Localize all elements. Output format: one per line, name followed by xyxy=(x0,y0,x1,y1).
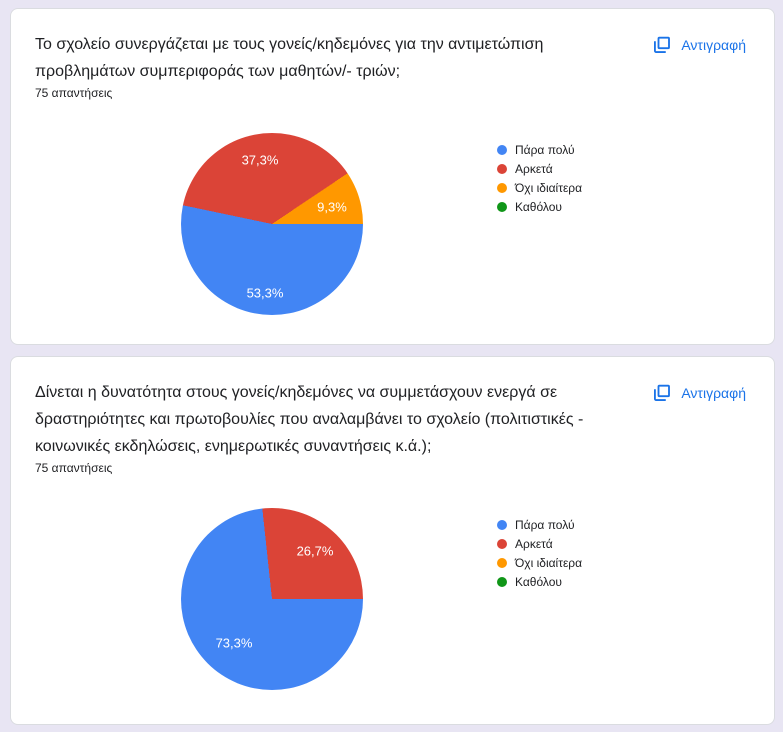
question-card: Δίνεται η δυνατότητα στους γονείς/κηδεμό… xyxy=(10,356,775,725)
slice-label-oxi-idiaitera: 9,3% xyxy=(317,199,347,215)
legend-item-arketa: Αρκετά xyxy=(497,534,582,553)
legend-swatch-green xyxy=(497,201,507,212)
chart-legend: Πάρα πολύ Αρκετά Όχι ιδιαίτερα Καθόλου xyxy=(497,140,582,216)
copy-icon xyxy=(652,383,672,403)
legend-item-oxi-idiaitera: Όχι ιδιαίτερα xyxy=(497,178,582,197)
legend-label: Καθόλου xyxy=(515,199,562,214)
copy-button-label: Αντιγραφή xyxy=(681,385,746,401)
pie-graphic[interactable]: 73,3% 26,7% xyxy=(181,508,363,690)
slice-label-para-poly: 53,3% xyxy=(246,285,284,301)
legend-item-para-poly: Πάρα πολύ xyxy=(497,140,582,159)
copy-button-label: Αντιγραφή xyxy=(681,37,746,53)
legend-label: Όχι ιδιαίτερα xyxy=(515,180,583,195)
legend-item-katholou: Καθόλου xyxy=(497,572,582,591)
legend-swatch-orange xyxy=(497,182,507,193)
legend-swatch-blue xyxy=(497,519,507,530)
legend-swatch-orange xyxy=(497,557,507,568)
legend-swatch-red xyxy=(497,163,507,174)
card-header: Δίνεται η δυνατότητα στους γονείς/κηδεμό… xyxy=(35,379,750,460)
legend-item-oxi-idiaitera: Όχι ιδιαίτερα xyxy=(497,553,582,572)
legend-swatch-blue xyxy=(497,144,507,155)
slice-label-para-poly: 73,3% xyxy=(215,635,253,651)
question-title: Το σχολείο συνεργάζεται με τους γονείς/κ… xyxy=(35,36,544,80)
question-title: Δίνεται η δυνατότητα στους γονείς/κηδεμό… xyxy=(35,384,584,455)
legend-item-para-poly: Πάρα πολύ xyxy=(497,515,582,534)
legend-label: Αρκετά xyxy=(515,536,553,551)
legend-label: Όχι ιδιαίτερα xyxy=(515,555,583,570)
slice-label-arketa: 26,7% xyxy=(296,543,334,559)
pie-chart: 73,3% 26,7% Πάρα πολύ Αρκετά Όχι ιδιαίτε… xyxy=(35,508,750,720)
chart-legend: Πάρα πολύ Αρκετά Όχι ιδιαίτερα Καθόλου xyxy=(497,515,582,591)
legend-item-arketa: Αρκετά xyxy=(497,159,582,178)
pie-chart: 53,3% 37,3% 9,3% Πάρα πολύ Αρκετά Όχι ιδ… xyxy=(35,133,750,344)
pie-graphic[interactable]: 53,3% 37,3% 9,3% xyxy=(181,133,363,315)
copy-icon xyxy=(652,35,672,55)
legend-label: Καθόλου xyxy=(515,574,562,589)
legend-item-katholou: Καθόλου xyxy=(497,197,582,216)
question-card: Το σχολείο συνεργάζεται με τους γονείς/κ… xyxy=(10,8,775,345)
legend-label: Αρκετά xyxy=(515,161,553,176)
legend-swatch-red xyxy=(497,538,507,549)
legend-label: Πάρα πολύ xyxy=(515,142,575,157)
card-header: Το σχολείο συνεργάζεται με τους γονείς/κ… xyxy=(35,31,750,85)
responses-count: 75 απαντήσεις xyxy=(35,86,113,100)
copy-button[interactable]: Αντιγραφή xyxy=(648,33,750,57)
responses-count: 75 απαντήσεις xyxy=(35,461,113,475)
slice-label-arketa: 37,3% xyxy=(241,152,279,168)
legend-swatch-green xyxy=(497,576,507,587)
copy-button[interactable]: Αντιγραφή xyxy=(648,381,750,405)
legend-label: Πάρα πολύ xyxy=(515,517,575,532)
